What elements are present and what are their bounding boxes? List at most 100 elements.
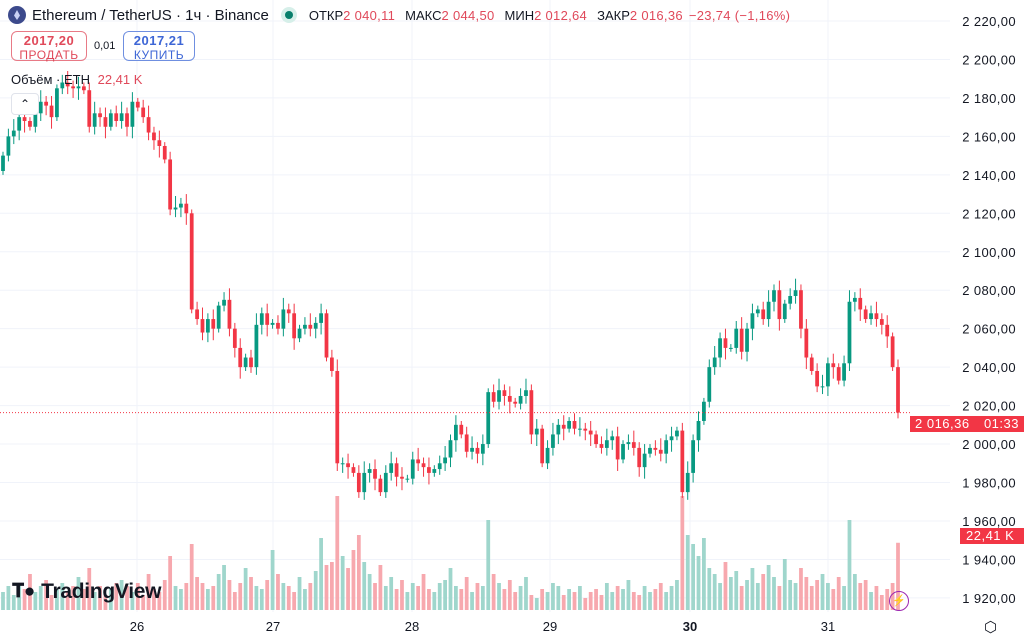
volume-bar — [443, 580, 447, 610]
volume-bar — [49, 595, 54, 610]
y-tick-label: 2 160,00 — [962, 129, 1016, 144]
volume-bar — [491, 574, 496, 610]
ethereum-icon — [8, 6, 26, 24]
volume-bar — [179, 589, 183, 610]
volume-bar — [809, 586, 814, 610]
market-status-icon[interactable] — [280, 7, 297, 23]
volume-bar — [831, 589, 836, 610]
volume-bar — [44, 580, 49, 610]
volume-bar — [578, 586, 582, 610]
candle-body — [17, 117, 22, 131]
candle-body — [836, 367, 841, 381]
volume-bar — [534, 598, 539, 610]
candle-body — [211, 319, 216, 329]
open-value: 2 040,11 — [343, 7, 396, 23]
volume-bar — [292, 592, 297, 610]
volume-bar — [464, 577, 469, 610]
volume-bar — [55, 589, 59, 610]
candle-body — [238, 347, 243, 368]
candle-body — [842, 363, 846, 381]
candle-body — [545, 447, 550, 464]
volume-bar — [524, 577, 528, 610]
y-tick-label: 1 960,00 — [962, 514, 1016, 529]
volume-bar — [141, 595, 146, 610]
last-price-value: 2 016,36 — [915, 416, 970, 431]
candle-body — [11, 130, 16, 137]
candle-body — [702, 401, 706, 421]
candle-body — [691, 440, 696, 473]
tradingview-logo[interactable]: 𝐓● TradingView — [12, 580, 161, 604]
candle-body — [205, 319, 210, 333]
volume-bar — [394, 589, 399, 610]
candle-body — [92, 113, 97, 127]
candle-body — [65, 82, 70, 87]
volume-bar — [702, 538, 706, 610]
candle-body — [6, 136, 11, 156]
candle-body — [486, 392, 491, 445]
high-label: МАКС — [405, 7, 442, 23]
x-tick-label: 31 — [821, 619, 835, 634]
candle-body — [1, 155, 5, 171]
candle-body — [664, 440, 669, 454]
candle-body — [723, 338, 728, 348]
candle-body — [141, 107, 146, 118]
x-tick-label: 28 — [405, 619, 419, 634]
candle-body — [615, 436, 620, 460]
volume-bar — [265, 580, 270, 610]
candle-body — [631, 442, 636, 448]
volume-bar — [502, 589, 507, 610]
lightning-icon[interactable]: ⚡ — [889, 591, 909, 611]
volume-value-label: 22,41 K — [960, 528, 1024, 544]
volume-bar — [459, 589, 464, 610]
candle-body — [820, 386, 825, 388]
volume-bar — [858, 583, 863, 610]
volume-bar — [475, 583, 480, 610]
volume-legend-value: 22,41 K — [97, 72, 143, 87]
candle-body — [152, 132, 156, 141]
candle-body — [475, 447, 480, 454]
volume-bar — [788, 580, 793, 610]
candle-body — [642, 453, 647, 468]
candle-body — [799, 290, 803, 329]
candle-body — [405, 478, 410, 480]
volume-bar — [227, 580, 232, 610]
collapse-legend-button[interactable]: ⌃ — [11, 93, 39, 115]
volume-bar — [87, 568, 92, 610]
sell-button[interactable]: 2017,20 ПРОДАТЬ — [11, 31, 87, 62]
volume-bar — [621, 589, 625, 610]
volume-bar — [340, 556, 345, 610]
candle-body — [459, 424, 464, 435]
candle-body — [502, 390, 507, 396]
volume-bar — [658, 583, 663, 610]
candle-body — [890, 336, 895, 368]
symbol-title[interactable]: Ethereum / TetherUS · 1ч · Binance — [32, 6, 269, 24]
volume-bar — [723, 562, 728, 610]
chevron-up-icon: ⌃ — [19, 97, 31, 111]
volume-bar — [610, 592, 615, 610]
candle-body — [195, 309, 199, 320]
volume-bar — [162, 580, 167, 610]
volume-bar — [480, 586, 485, 610]
y-tick-label: 2 060,00 — [962, 322, 1016, 337]
volume-bar — [383, 586, 388, 610]
volume-bar — [125, 586, 129, 610]
candle-body — [373, 469, 377, 479]
candle-body — [583, 428, 588, 431]
volume-bar — [675, 580, 679, 610]
settings-icon[interactable]: ⬡ — [984, 619, 998, 636]
volume-bar — [416, 586, 421, 610]
candle-body — [162, 145, 167, 160]
volume-bar — [60, 583, 65, 610]
y-tick-label: 2 220,00 — [962, 14, 1016, 29]
buy-button[interactable]: 2017,21 КУПИТЬ — [123, 31, 195, 62]
volume-bar — [556, 586, 561, 610]
volume-legend[interactable]: Объём · ETH 22,41 K — [11, 72, 142, 87]
volume-bar — [631, 592, 636, 610]
candle-body — [427, 467, 431, 473]
volume-bar — [98, 586, 102, 610]
candle-body — [658, 449, 663, 454]
volume-bar — [421, 574, 426, 610]
y-tick-label: 2 080,00 — [962, 283, 1016, 298]
y-tick-label: 2 200,00 — [962, 52, 1016, 67]
